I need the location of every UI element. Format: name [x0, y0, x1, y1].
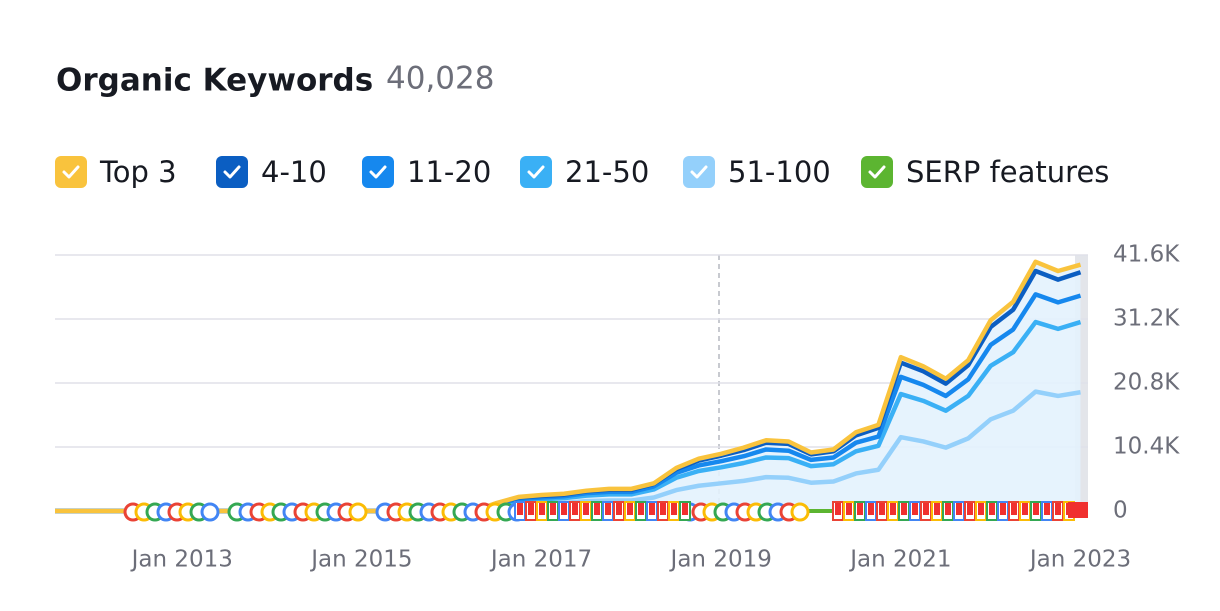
legend-check [690, 165, 708, 179]
legend-label: Top 3 [99, 155, 177, 189]
event-flag [934, 503, 940, 515]
event-flag [660, 503, 666, 515]
event-flag [890, 503, 896, 515]
x-tick-label: Jan 2015 [309, 547, 412, 573]
event-flag [671, 503, 677, 515]
x-tick-label: Jan 2017 [489, 547, 592, 573]
event-flag [649, 503, 655, 515]
y-tick-label: 41.6K [1113, 242, 1180, 268]
event-flag [517, 503, 523, 515]
serp-icon [348, 502, 368, 522]
event-flag [572, 503, 578, 515]
legend-check [868, 165, 886, 179]
event-flag [857, 503, 863, 515]
legend-label: 51-100 [728, 155, 831, 189]
legend-label: 4-10 [261, 155, 327, 189]
legend-checkbox[interactable] [520, 156, 552, 188]
legend-checkbox[interactable] [55, 156, 87, 188]
legend-item[interactable]: Top 3 [55, 155, 177, 189]
event-flag [912, 503, 918, 515]
y-tick-label: 0 [1113, 498, 1128, 524]
event-flag [978, 503, 984, 515]
event-flag [835, 503, 841, 515]
legend-item[interactable]: 4-10 [216, 155, 327, 189]
legend-item[interactable]: 11-20 [362, 155, 491, 189]
event-flag [989, 503, 995, 515]
serp-icon [790, 502, 810, 522]
event-flag [901, 503, 907, 515]
event-flag [627, 503, 633, 515]
area-fill [55, 261, 1081, 511]
event-flag [605, 503, 611, 515]
legend-checkbox[interactable] [861, 156, 893, 188]
event-flag [967, 503, 973, 515]
legend-checkbox[interactable] [362, 156, 394, 188]
x-tick-label: Jan 2019 [669, 547, 772, 573]
legend-checkbox[interactable] [683, 156, 715, 188]
event-flag [1000, 503, 1006, 515]
event-flag [945, 503, 951, 515]
event-flag [1044, 503, 1050, 515]
total: 40,028 [386, 61, 494, 97]
legend-label: 21-50 [565, 155, 649, 189]
event-flag [528, 503, 534, 515]
event-flag [594, 503, 600, 515]
legend-check [223, 165, 241, 179]
event-flag [1068, 502, 1088, 518]
y-tick-label: 20.8K [1113, 370, 1180, 396]
legend-item[interactable]: SERP features [861, 155, 1109, 189]
event-flag [956, 503, 962, 515]
x-tick-label: Jan 2013 [130, 547, 233, 573]
event-flag [1022, 503, 1028, 515]
event-flag [1033, 503, 1039, 515]
event-flag [879, 503, 885, 515]
event-flag [868, 503, 874, 515]
event-flag [846, 503, 852, 515]
x-tick-label: Jan 2023 [1028, 547, 1131, 573]
legend-check [527, 165, 545, 179]
event-flag [1055, 503, 1061, 515]
legend-item[interactable]: 21-50 [520, 155, 649, 189]
title: Organic Keywords [56, 63, 373, 99]
legend-check [62, 165, 80, 179]
x-tick-label: Jan 2021 [848, 547, 951, 573]
event-flag [638, 503, 644, 515]
y-tick-label: 10.4K [1113, 434, 1180, 460]
series-line [55, 259, 1082, 514]
legend-checkbox[interactable] [216, 156, 248, 188]
legend-label: SERP features [906, 155, 1109, 189]
event-flag [561, 503, 567, 515]
serp-icon [200, 502, 220, 522]
legend-check [369, 165, 387, 179]
y-tick-label: 31.2K [1113, 306, 1180, 332]
event-flag [1011, 503, 1017, 515]
event-flag [550, 503, 556, 515]
legend-label: 11-20 [407, 155, 491, 189]
event-flag [583, 503, 589, 515]
event-flag [539, 503, 545, 515]
event-flag [682, 503, 688, 515]
legend-item[interactable]: 51-100 [683, 155, 831, 189]
event-flag [616, 503, 622, 515]
event-flag [923, 503, 929, 515]
